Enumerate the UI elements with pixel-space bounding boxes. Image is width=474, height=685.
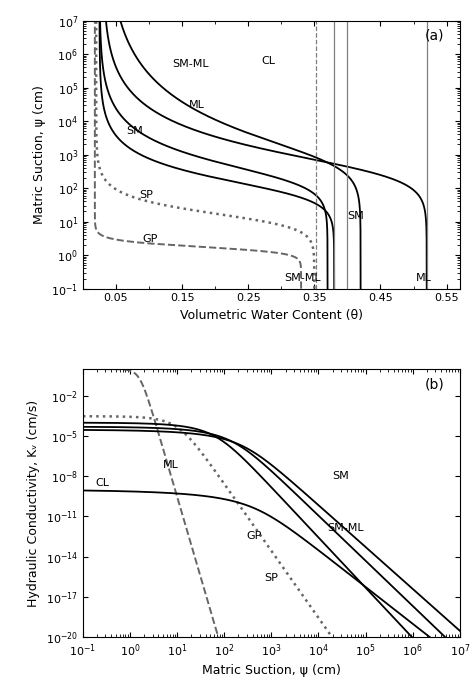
Text: SM-ML: SM-ML <box>327 523 364 533</box>
Text: SM-ML: SM-ML <box>172 60 209 69</box>
Text: SM-ML: SM-ML <box>284 273 321 283</box>
X-axis label: Matric Suction, ψ (cm): Matric Suction, ψ (cm) <box>202 664 341 677</box>
Y-axis label: Hydraulic Conductivity, Kᵥ (cm/s): Hydraulic Conductivity, Kᵥ (cm/s) <box>27 399 40 607</box>
Text: GP: GP <box>247 531 262 541</box>
Y-axis label: Matric Suction, ψ (cm): Matric Suction, ψ (cm) <box>33 85 46 224</box>
Text: GP: GP <box>143 234 158 244</box>
Text: (a): (a) <box>425 29 445 42</box>
Text: SM: SM <box>333 471 349 481</box>
Text: SP: SP <box>264 573 278 583</box>
Text: SM: SM <box>126 127 143 136</box>
Text: CL: CL <box>262 56 275 66</box>
Text: CL: CL <box>95 477 109 488</box>
X-axis label: Volumetric Water Content (θ): Volumetric Water Content (θ) <box>180 309 363 322</box>
Text: SM: SM <box>347 211 364 221</box>
Text: ML: ML <box>163 460 179 470</box>
Text: ML: ML <box>416 273 431 283</box>
Text: ML: ML <box>189 100 205 110</box>
Text: SP: SP <box>139 190 153 200</box>
Text: (b): (b) <box>425 377 445 391</box>
